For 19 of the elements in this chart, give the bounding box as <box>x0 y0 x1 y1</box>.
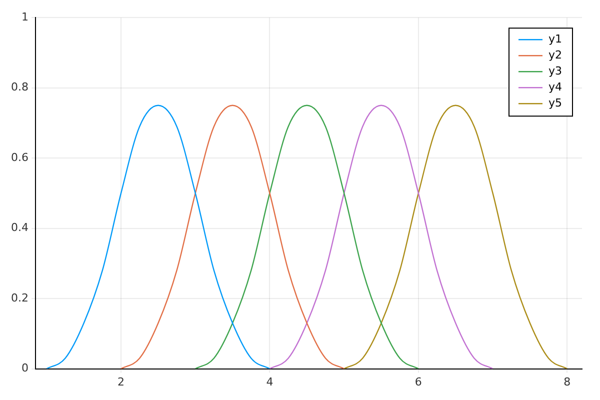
legend-label: y3 <box>548 64 562 78</box>
x-tick-label: 8 <box>564 375 571 388</box>
x-tick-label: 4 <box>266 375 274 388</box>
legend-label: y5 <box>548 96 562 110</box>
line-series <box>269 104 494 369</box>
y-tick-label: 0 <box>21 362 28 375</box>
line-series <box>194 104 420 369</box>
line-series <box>46 104 270 369</box>
legend-label: y1 <box>548 32 562 46</box>
legend-label: y4 <box>548 80 562 94</box>
x-tick-label: 6 <box>414 375 422 388</box>
y-tick-label: 1 <box>21 10 28 24</box>
x-tick-label: 2 <box>118 375 124 388</box>
y-tick-label: 0.6 <box>10 150 28 164</box>
line-series <box>120 104 345 369</box>
y-tick-label: 0.2 <box>10 291 28 304</box>
y-tick-label: 0.4 <box>10 221 28 234</box>
y-tick-label: 0.8 <box>10 80 28 94</box>
legend-label: y2 <box>548 48 562 62</box>
